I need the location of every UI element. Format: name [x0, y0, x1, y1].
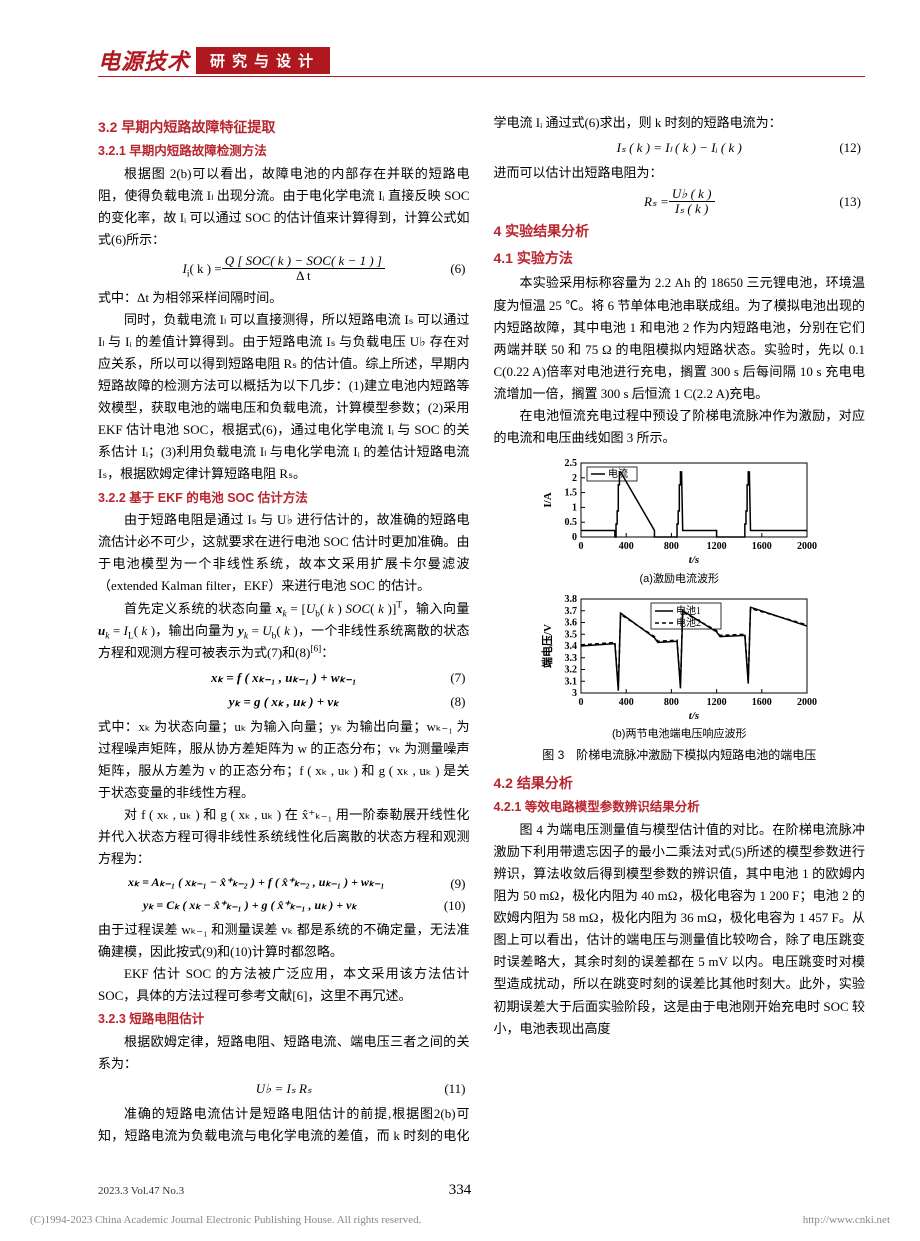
equation-12: Iₛ ( k ) = Iₗ ( k ) − Iᵢ ( k )(12) — [494, 137, 866, 158]
para: 由于短路电阻是通过 Iₛ 与 U♭ 进行估计的，故准确的短路电流估计必不可少，这… — [98, 509, 470, 597]
svg-text:3.5: 3.5 — [565, 629, 578, 640]
heading-3-2-2: 3.2.2 基于 EKF 的电池 SOC 估计方法 — [98, 488, 470, 509]
equation-7: xₖ = f ( xₖ₋₁ , uₖ₋₁ ) + wₖ₋₁(7) — [98, 667, 470, 688]
svg-text:1200: 1200 — [707, 541, 727, 552]
copyright: (C)1994-2023 China Academic Journal Elec… — [30, 1214, 890, 1226]
heading-4: 4 实验结果分析 — [494, 220, 866, 243]
svg-text:0: 0 — [579, 697, 584, 708]
para: 图 4 为端电压测量值与模型估计值的对比。在阶梯电流脉冲激励下利用带遗忘因子的最… — [494, 819, 866, 1040]
copyright-right: http://www.cnki.net — [803, 1214, 890, 1226]
svg-text:2.5: 2.5 — [565, 458, 578, 469]
chart-fig3b: 040080012001600200033.13.23.33.43.53.63.… — [539, 591, 819, 721]
svg-text:1200: 1200 — [707, 697, 727, 708]
svg-text:3.7: 3.7 — [565, 605, 578, 616]
svg-text:2: 2 — [572, 473, 577, 484]
svg-text:1600: 1600 — [752, 697, 772, 708]
heading-3-2-1: 3.2.1 早期内短路故障检测方法 — [98, 141, 470, 162]
figure-3: 040080012001600200000.511.522.5t/sI/A电流 … — [494, 455, 866, 766]
fig3-sub-b: (b)两节电池端电压响应波形 — [494, 725, 866, 743]
svg-text:3.2: 3.2 — [565, 664, 578, 675]
svg-text:3.8: 3.8 — [565, 594, 578, 605]
main-content: 3.2 早期内短路故障特征提取 3.2.1 早期内短路故障检测方法 根据图 2(… — [98, 112, 865, 1151]
para: 式中：Δt 为相邻采样间隔时间。 — [98, 287, 470, 309]
svg-text:I/A: I/A — [542, 492, 554, 507]
svg-text:400: 400 — [619, 697, 634, 708]
svg-text:3.4: 3.4 — [565, 641, 578, 652]
heading-4-2-1: 4.2.1 等效电路模型参数辨识结果分析 — [494, 797, 866, 818]
svg-text:800: 800 — [664, 541, 679, 552]
heading-3-2: 3.2 早期内短路故障特征提取 — [98, 116, 470, 139]
equation-13: Rₛ = U♭ ( k )Iₛ ( k ) (13) — [494, 187, 866, 217]
svg-text:3.3: 3.3 — [565, 652, 578, 663]
svg-text:800: 800 — [664, 697, 679, 708]
svg-text:0.5: 0.5 — [565, 517, 578, 528]
svg-text:3.6: 3.6 — [565, 617, 578, 628]
svg-text:0: 0 — [572, 532, 577, 543]
para: 在电池恒流充电过程中预设了阶梯电流脉冲作为激励，对应的电流和电压曲线如图 3 所… — [494, 405, 866, 449]
heading-3-2-3: 3.2.3 短路电阻估计 — [98, 1009, 470, 1030]
section-label: 研究与设计 — [196, 47, 330, 74]
svg-text:端电压/V: 端电压/V — [540, 624, 554, 668]
para: 根据图 2(b)可以看出，故障电池的内部存在并联的短路电阻，使得负载电流 Iₗ … — [98, 163, 470, 251]
svg-text:400: 400 — [619, 541, 634, 552]
para: 本实验采用标称容量为 2.2 Ah 的 18650 三元锂电池，环境温度为恒温 … — [494, 272, 866, 405]
svg-text:电池1: 电池1 — [676, 604, 701, 617]
copyright-left: (C)1994-2023 China Academic Journal Elec… — [30, 1214, 421, 1226]
para: 同时，负载电流 Iₗ 可以直接测得，所以短路电流 Iₛ 可以通过 Iₗ 与 Iᵢ… — [98, 309, 470, 486]
fig4-sub-a: (a)电池1端电压与估计电压对比 — [889, 323, 920, 341]
para: 首先定义系统的状态向量 xk = [Ub( k ) SOC( k )]T，输入向… — [98, 598, 470, 664]
svg-text:3.1: 3.1 — [565, 676, 578, 687]
heading-4-2: 4.2 结果分析 — [494, 772, 866, 795]
equation-6: Ii( k ) = Q [ SOC( k ) − SOC( k − 1 ) ]Δ… — [98, 254, 470, 284]
para: 根据欧姆定律，短路电阻、短路电流、端电压三者之间的关系为： — [98, 1031, 470, 1075]
svg-text:t/s: t/s — [689, 554, 699, 565]
page-number: 334 — [0, 1182, 920, 1199]
equation-11: U♭ = Iₛ Rₛ(11) — [98, 1078, 470, 1099]
svg-text:3: 3 — [572, 688, 577, 699]
equation-10: yₖ = Cₖ ( xₖ − x̂⁺ₖ₋₁ ) + g ( x̂⁺ₖ₋₁ , u… — [98, 896, 470, 916]
para: 式中：xₖ 为状态向量；uₖ 为输入向量；yₖ 为输出向量；wₖ₋₁ 为过程噪声… — [98, 716, 470, 804]
svg-text:2000: 2000 — [797, 697, 817, 708]
journal-logo: 电源技术 — [98, 44, 190, 76]
header-rule — [98, 76, 865, 77]
para: EKF 估计 SOC 的方法被广泛应用，本文采用该方法估计 SOC，具体的方法过… — [98, 963, 470, 1007]
svg-text:电流: 电流 — [608, 467, 628, 480]
svg-text:2000: 2000 — [797, 541, 817, 552]
svg-text:1.5: 1.5 — [565, 488, 578, 499]
equation-8: yₖ = g ( xₖ , uₖ ) + vₖ(8) — [98, 691, 470, 712]
chart-fig3a: 0 400 800 1200 1600 2000 0 0.5 1 1.5 2 2.5 t/s I/A 电流 — [539, 455, 819, 565]
svg-text:1600: 1600 — [752, 541, 772, 552]
header-band: 电源技术 研究与设计 — [98, 47, 865, 73]
svg-text:0: 0 — [579, 541, 584, 552]
figure-4: 04008001200160020003.43.63.83.43.63.84t/… — [889, 112, 920, 341]
svg-text:电池2: 电池2 — [676, 616, 701, 629]
para: 对 f ( xₖ , uₖ ) 和 g ( xₖ , uₖ ) 在 x̂⁺ₖ₋₁… — [98, 804, 470, 870]
svg-text:1: 1 — [572, 503, 577, 514]
para: 由于过程误差 wₖ₋₁ 和测量误差 vₖ 都是系统的不确定量，无法准确建模，因此… — [98, 919, 470, 963]
svg-text:t/s: t/s — [689, 710, 699, 721]
equation-9: xₖ = Aₖ₋₁ ( xₖ₋₁ − x̂⁺ₖ₋₂ ) + f ( x̂⁺ₖ₋₂… — [98, 873, 470, 893]
fig3-caption: 图 3 阶梯电流脉冲激励下模拟内短路电池的端电压 — [494, 746, 866, 766]
para: 进而可以估计出短路电阻为： — [494, 162, 866, 184]
heading-4-1: 4.1 实验方法 — [494, 247, 866, 270]
fig3-sub-a: (a)激励电流波形 — [494, 570, 866, 588]
